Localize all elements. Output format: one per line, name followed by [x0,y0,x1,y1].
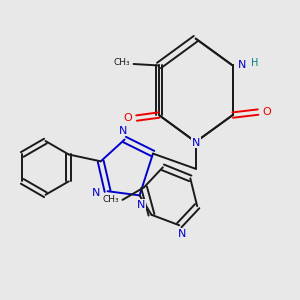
Text: N: N [137,200,145,210]
Text: O: O [262,107,271,117]
Text: O: O [124,113,133,123]
Text: N: N [178,229,186,239]
Text: N: N [119,126,127,136]
Text: CH₃: CH₃ [113,58,130,67]
Text: N: N [238,60,246,70]
Text: N: N [192,137,200,148]
Text: N: N [92,188,100,198]
Text: H: H [250,58,258,68]
Text: CH₃: CH₃ [103,195,119,204]
